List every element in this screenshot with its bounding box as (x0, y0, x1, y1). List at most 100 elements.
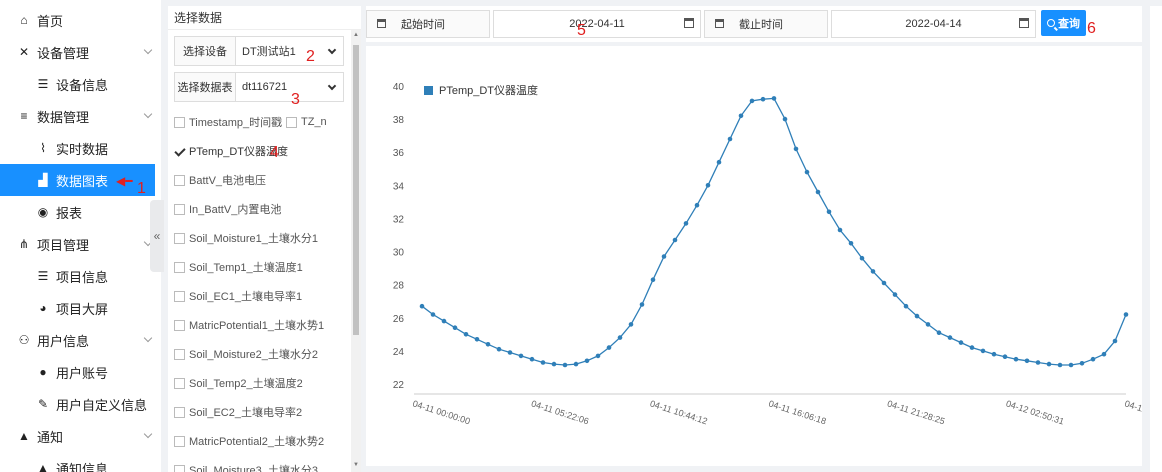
data-point[interactable] (1035, 360, 1041, 365)
sidebar-item[interactable]: ▲ 通知 (0, 420, 161, 452)
data-point[interactable] (1079, 361, 1085, 366)
data-point[interactable] (1013, 356, 1019, 362)
data-point[interactable] (1068, 362, 1074, 368)
data-point[interactable] (936, 330, 942, 336)
data-point[interactable] (573, 361, 579, 367)
field-checkbox[interactable]: PTemp_DT仪器温度 (174, 139, 288, 163)
field-checkbox[interactable]: Soil_EC1_土壤电导率1 (174, 284, 302, 308)
data-point[interactable] (705, 183, 711, 188)
data-point[interactable] (738, 113, 744, 119)
sidebar-item[interactable]: ⋔ 项目管理 (0, 228, 161, 260)
field-checkbox[interactable]: Soil_Temp1_土壤温度1 (174, 255, 303, 279)
sidebar-item[interactable]: ⌇ 实时数据 (0, 132, 161, 164)
data-point[interactable] (1002, 354, 1008, 360)
sidebar-item[interactable]: ☰ 设备信息 (0, 68, 161, 100)
data-point[interactable] (518, 353, 524, 359)
data-point[interactable] (628, 322, 634, 327)
field-checkbox[interactable]: Soil_EC2_土壤电导率2 (174, 400, 302, 424)
data-point[interactable] (639, 302, 645, 307)
data-point[interactable] (837, 227, 843, 233)
data-point[interactable] (1112, 338, 1118, 344)
field-checkbox[interactable]: Timestamp_时间戳 (174, 110, 282, 134)
checkbox-icon[interactable] (174, 464, 185, 472)
device-select[interactable]: DT测试站1 (236, 36, 344, 66)
sidebar-item[interactable]: ◉ 报表 (0, 196, 161, 228)
field-checkbox[interactable]: BattV_电池电压 (174, 168, 266, 192)
sidebar-item[interactable]: ✎ 用户自定义信息 (0, 388, 161, 420)
data-point[interactable] (793, 146, 799, 152)
data-point[interactable] (870, 269, 876, 274)
checkbox-icon[interactable] (286, 116, 297, 128)
scroll-down-icon[interactable]: ▼ (353, 462, 359, 468)
collapse-sidebar-button[interactable]: « (150, 200, 164, 272)
data-point[interactable] (903, 303, 909, 309)
data-point[interactable] (452, 325, 458, 331)
field-checkbox[interactable]: MatricPotential2_土壤水势2 (174, 429, 324, 453)
field-checkbox[interactable]: Soil_Moisture3_土壤水分3 (174, 458, 318, 472)
data-point[interactable] (650, 277, 656, 282)
scrollbar-thumb[interactable] (353, 45, 359, 335)
field-checkbox[interactable]: MatricPotential1_土壤水势1 (174, 313, 324, 337)
data-point[interactable] (749, 98, 755, 104)
checkbox-icon[interactable] (174, 319, 185, 331)
data-point[interactable] (947, 335, 953, 340)
field-checkbox[interactable]: TZ_n (286, 110, 327, 134)
query-button[interactable]: 查询 (1041, 10, 1086, 36)
data-point[interactable] (661, 254, 667, 259)
checkbox-icon[interactable] (174, 348, 185, 360)
data-point[interactable] (1101, 351, 1107, 357)
sidebar-item[interactable]: ≡ 数据管理 (0, 100, 161, 132)
data-point[interactable] (507, 350, 513, 355)
data-point[interactable] (969, 345, 975, 350)
sidebar-item[interactable]: ▟ 数据图表 ◀━ (0, 164, 155, 196)
data-point[interactable] (672, 237, 678, 243)
data-point[interactable] (958, 340, 964, 345)
data-point[interactable] (914, 313, 920, 319)
data-point[interactable] (584, 358, 590, 364)
data-point[interactable] (1024, 358, 1030, 364)
data-point[interactable] (474, 337, 480, 342)
checkbox-icon[interactable] (174, 203, 185, 215)
field-checkbox[interactable]: Soil_Temp2_土壤温度2 (174, 371, 303, 395)
field-checkbox[interactable]: In_BattV_内置电池 (174, 197, 281, 221)
page-scrollbar[interactable] (1150, 6, 1162, 472)
checkbox-icon[interactable] (174, 116, 185, 128)
sidebar-item[interactable]: ☰ 项目信息 (0, 260, 161, 292)
data-point[interactable] (760, 96, 766, 102)
data-point[interactable] (980, 348, 986, 354)
data-point[interactable] (1090, 356, 1096, 362)
data-point[interactable] (1123, 312, 1129, 317)
checkbox-icon[interactable] (174, 261, 185, 273)
data-point[interactable] (826, 209, 832, 215)
data-point[interactable] (595, 353, 601, 359)
sidebar-item[interactable]: ⌂ 首页 (0, 4, 161, 36)
checkbox-icon[interactable] (174, 232, 185, 244)
calendar-icon[interactable] (1019, 18, 1029, 28)
data-point[interactable] (804, 169, 810, 175)
data-point[interactable] (419, 303, 425, 309)
data-point[interactable] (881, 280, 887, 286)
checkbox-icon[interactable] (174, 406, 185, 418)
data-point[interactable] (1046, 361, 1052, 367)
field-checkbox[interactable]: Soil_Moisture1_土壤水分1 (174, 226, 318, 250)
sidebar-item[interactable]: ⚇ 用户信息 (0, 324, 161, 356)
data-point[interactable] (430, 312, 436, 317)
field-checkbox[interactable]: Soil_Moisture2_土壤水分2 (174, 342, 318, 366)
data-point[interactable] (925, 322, 931, 327)
data-point[interactable] (441, 318, 447, 324)
data-point[interactable] (496, 346, 502, 352)
data-point[interactable] (485, 342, 491, 347)
start-date-input[interactable]: 2022-04-11 (493, 10, 701, 38)
calendar-icon[interactable] (684, 18, 694, 28)
checkbox-icon[interactable] (174, 174, 185, 186)
data-point[interactable] (716, 159, 722, 165)
data-point[interactable] (859, 255, 865, 261)
checkmark-icon[interactable] (174, 146, 185, 157)
data-point[interactable] (617, 335, 623, 340)
data-point[interactable] (815, 189, 821, 195)
data-point[interactable] (782, 116, 788, 122)
data-point[interactable] (1057, 362, 1063, 368)
data-point[interactable] (727, 136, 733, 142)
data-point[interactable] (848, 241, 854, 246)
panel-scrollbar[interactable]: ▲ ▼ (351, 30, 361, 472)
